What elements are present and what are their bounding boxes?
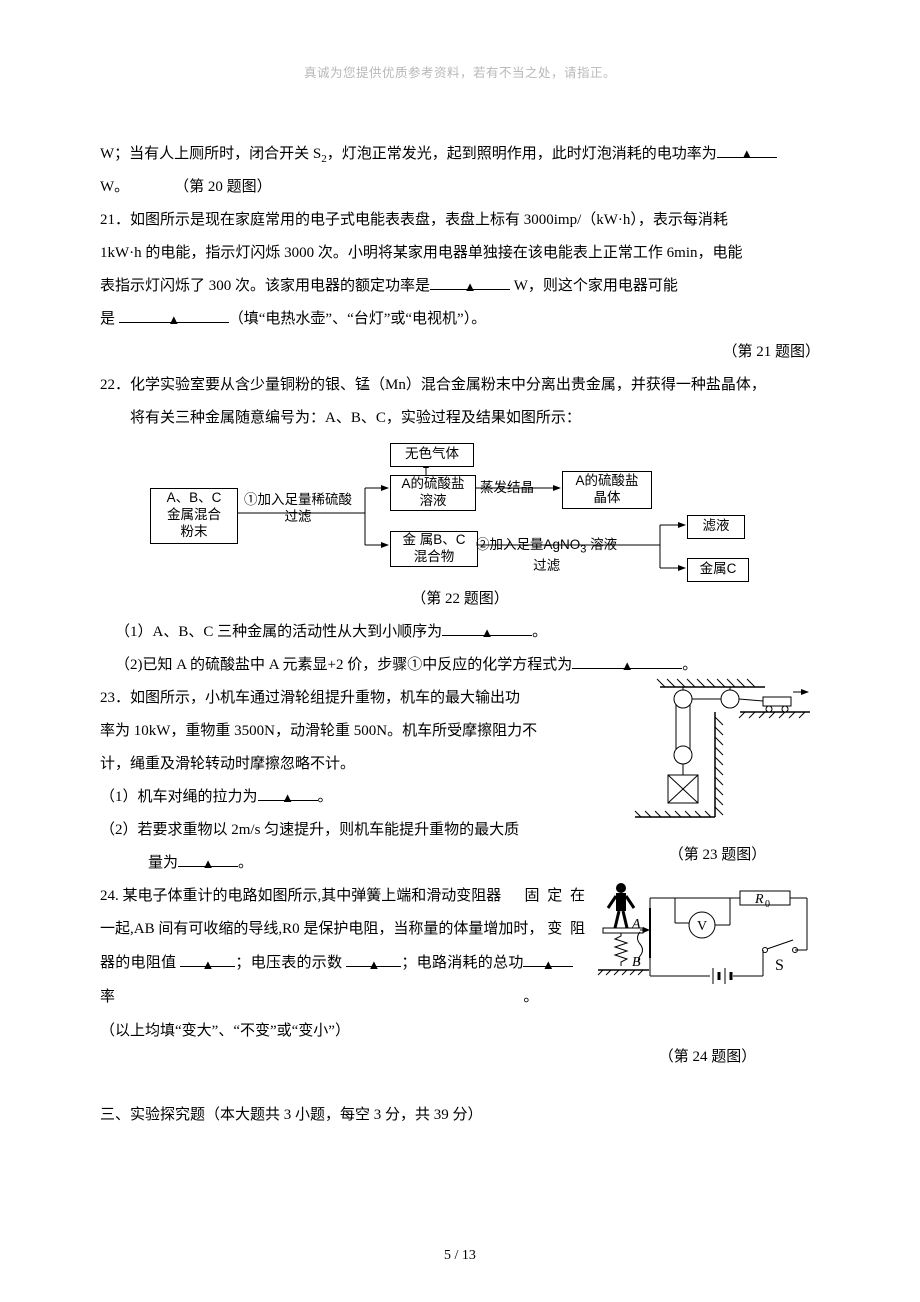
flow-box-metalC: 金属C [687,558,749,582]
q20-line2: W。 （第 20 题图） [100,171,820,204]
q24l3-right: ▲。 [523,947,587,1015]
triangle-icon: ▲ [367,950,380,979]
flow-box-filtrate: 滤液 [687,515,745,539]
triangle-icon: ▲ [740,140,753,169]
q22-line1: 22．化学实验室要从含少量铜粉的银、锰（Mn）混合金属粉末中分离出贵金属，并获得… [100,369,820,402]
q22-q1b: 。 [532,624,547,640]
flow-text: ①加入足量稀硫酸 过滤 [244,492,352,525]
triangle-icon: ▲ [167,306,180,335]
q24l3a: 器的电阻值 [100,955,180,971]
section-3-heading: 三、实验探究题（本大题共 3 小题，每空 3 分，共 39 分） [100,1099,820,1132]
q22-fig-label: （第 22 题图） [100,583,820,616]
q20-text-a: W；当有人上厕所时，闭合开关 S [100,146,321,162]
flow-text: A、B、C 金属混合 粉末 [167,490,222,541]
flow-text: A的硫酸盐 晶体 [575,473,638,507]
flow-text: 金 属B、C 混合物 [402,532,465,566]
flow-text: A的硫酸盐 溶液 [401,476,464,510]
page-number: 5 / 13 [0,1241,920,1272]
flow-box-solA: A的硫酸盐 溶液 [390,475,476,511]
q21-l3b: W，则这个家用电器可能 [510,278,678,294]
q21-line4: 是 ▲（填“电热水壶”、“台灯”或“电视机”）。 [100,303,820,336]
label-S: S [775,957,784,974]
blank-q24-3: ▲ [523,953,573,968]
q24l1b: 固 定 在 [524,880,587,914]
flow-evap: 蒸发结晶 [480,479,534,497]
flow-text: 溶液 [586,537,617,552]
q21-l4a: 是 [100,311,119,327]
flow-filter2: 过滤 [476,557,617,575]
flow-box-crysA: A的硫酸盐 晶体 [562,471,652,509]
triangle-icon: ▲ [281,784,294,813]
q22-q1a: （1）A、B、C 三种金属的活动性从大到小顺序为 [115,624,442,640]
blank-q22-2: ▲ [572,654,682,669]
q21-fig-label: （第 21 题图） [100,336,820,369]
q24l2a: 一起,AB 间有可收缩的导线,R0 是保护电阻，当称量的体量增加时， [100,913,543,947]
q23q1b: 。 [318,789,333,805]
blank-q23-2: ▲ [178,852,238,867]
blank-q24-1: ▲ [180,953,235,968]
q23q1a: （1）机车对绳的拉力为 [100,789,258,805]
triangle-icon: ▲ [481,619,494,648]
flowchart-q22: A、B、C 金属混合 粉末 ①加入足量稀硫酸 过滤 无色气体 A的硫酸盐 溶液 … [150,443,770,583]
triangle-icon: ▲ [542,950,555,979]
flow-text: 滤液 [703,518,730,535]
flow-box-mixBC: 金 属B、C 混合物 [390,531,478,567]
q22-q2a: （2)已知 A 的硫酸盐中 A 元素显+2 价，步骤①中反应的化学方程式为 [115,657,572,673]
q23-fig-label: （第 23 题图） [615,839,820,872]
flow-text: 无色气体 [405,446,459,463]
q24l3d: 。 [523,989,538,1005]
q23-figure: （第 23 题图） [615,677,820,872]
q24-l2: 一起,AB 间有可收缩的导线,R0 是保护电阻，当称量的体量增加时， 变 阻 [100,913,587,947]
blank-q21-2: ▲ [119,308,229,323]
flow-text: 金属C [700,561,737,578]
triangle-icon: ▲ [201,950,214,979]
q21-l3a: 表指示灯闪烁了 300 次。该家用电器的额定功率是 [100,278,430,294]
q24l2b: 变 阻 [547,913,587,947]
q21-line1: 21．如图所示是现在家庭常用的电子式电能表表盘，表盘上标有 3000imp/（k… [100,204,820,237]
blank-q21-1: ▲ [430,275,510,290]
q22-q2b: 。 [682,657,697,673]
q24l1a: 24. 某电子体重计的电路如图所示,其中弹簧上端和滑动变阻器 [100,880,501,914]
label-V: V [697,919,707,934]
q22-line2: 将有关三种金属随意编号为：A、B、C，实验过程及结果如图所示： [100,402,820,435]
scale-svg: A B R 0 V S [595,878,820,988]
flow-box-gas: 无色气体 [390,443,474,467]
label-R0: R [754,892,764,907]
label-R0sub: 0 [765,899,770,910]
flow-step1: ①加入足量稀硫酸 过滤 [232,491,364,526]
q21-line2: 1kW·h 的电能，指示灯闪烁 3000 次。小明将某家用电器单独接在该电能表上… [100,237,820,270]
q21-line3: 表指示灯闪烁了 300 次。该家用电器的额定功率是▲ W，则这个家用电器可能 [100,270,820,303]
q21-l4b: （填“电热水壶”、“台灯”或“电视机”）。 [229,311,486,327]
header-note: 真诚为您提供优质参考资料，若有不当之处，请指正。 [100,60,820,88]
q24l3b: ；电压表的示数 [235,955,346,971]
q24l3-left: 器的电阻值 ▲；电压表的示数 ▲；电路消耗的总功率 [100,947,523,1015]
q24-figure: A B R 0 V S [595,878,820,1074]
blank-q22-1: ▲ [442,621,532,636]
blank-q20: ▲ [717,143,777,158]
q22-q1: （1）A、B、C 三种金属的活动性从大到小顺序为▲。 [100,616,820,649]
q24-fig-label: （第 24 题图） [595,1041,820,1074]
triangle-icon: ▲ [464,273,477,302]
q20-continuation: W；当有人上厕所时，闭合开关 S2，灯泡正常发光，起到照明作用，此时灯泡消耗的电… [100,138,820,171]
q20-text-b: ，灯泡正常发光，起到照明作用，此时灯泡消耗的电功率为 [327,146,717,162]
blank-q24-2: ▲ [346,953,401,968]
q23q2bb: 。 [238,855,253,871]
pulley-svg [615,677,810,822]
flow-text: ②加入足量AgNO [476,537,580,552]
blank-q23-1: ▲ [258,786,318,801]
q24-l1: 24. 某电子体重计的电路如图所示,其中弹簧上端和滑动变阻器 固 定 在 [100,880,587,914]
flow-box-input: A、B、C 金属混合 粉末 [150,488,238,544]
q24-l3: 器的电阻值 ▲；电压表的示数 ▲；电路消耗的总功率 ▲。 [100,947,587,1015]
flow-step2: ②加入足量AgNO3 溶液 过滤 [476,536,617,575]
label-A: A [631,917,641,932]
q23q2ba: 量为 [148,855,178,871]
triangle-icon: ▲ [202,850,215,879]
